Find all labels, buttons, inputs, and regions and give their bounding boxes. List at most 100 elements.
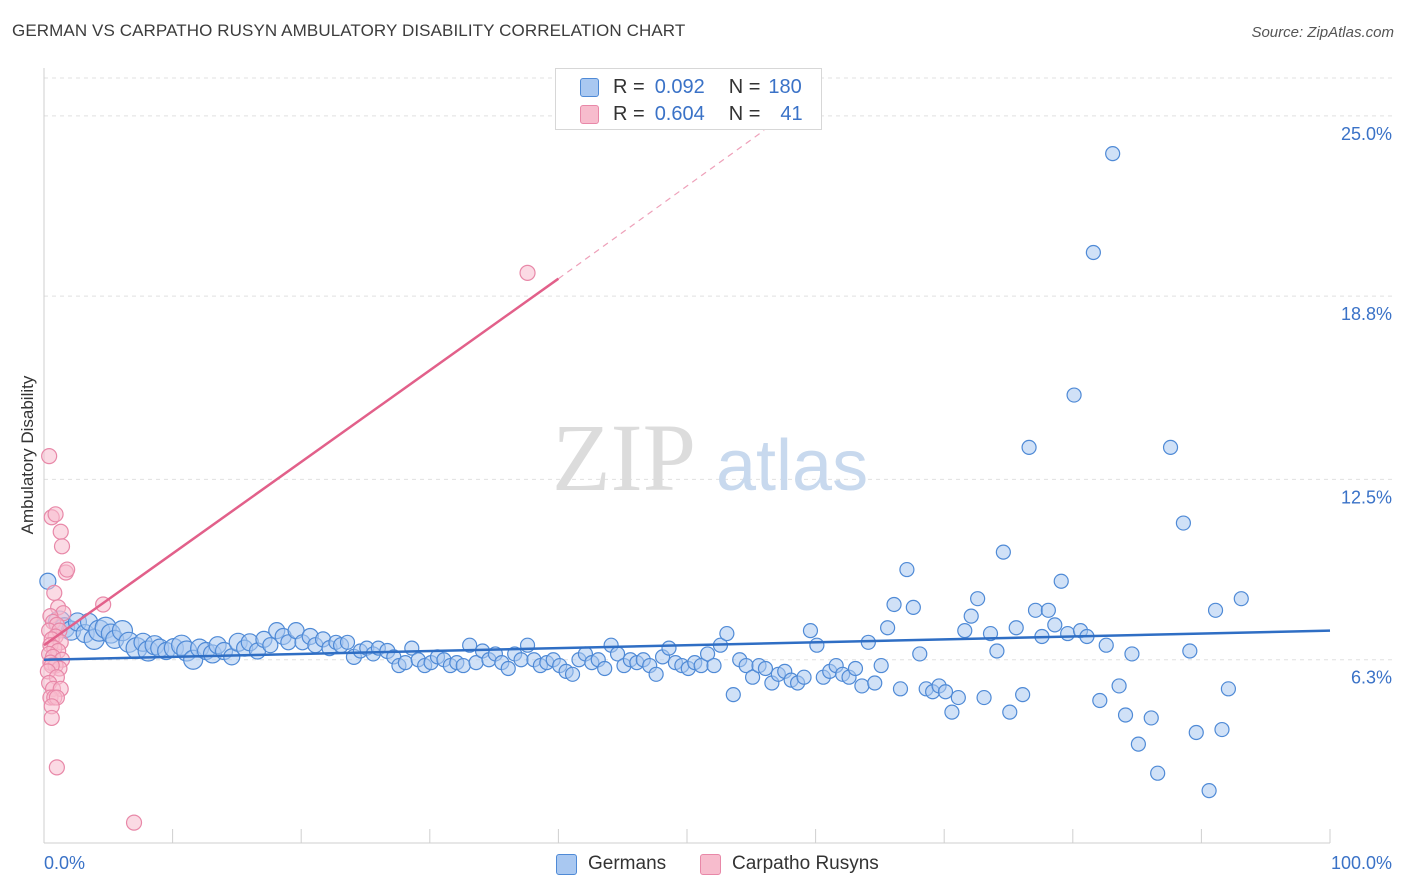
point-germans bbox=[1233, 591, 1249, 607]
point-germans bbox=[462, 637, 478, 653]
point-germans bbox=[1117, 707, 1134, 723]
source-label: Source: ZipAtlas.com bbox=[1251, 24, 1394, 41]
legend-row-carpatho-rusyns: R = 0.604 N = 41 bbox=[580, 102, 803, 126]
x-tick-label-max: 100.0% bbox=[1331, 853, 1392, 873]
gridlines bbox=[44, 77, 1392, 661]
point-germans bbox=[802, 623, 819, 639]
point-germans bbox=[1143, 710, 1159, 726]
point-germans bbox=[950, 689, 966, 706]
point-germans bbox=[1105, 146, 1121, 162]
watermark-zip: ZIP bbox=[552, 404, 696, 511]
legend-r-value: 0.604 bbox=[654, 102, 705, 125]
point-germans bbox=[1085, 244, 1101, 261]
point-germans bbox=[886, 596, 902, 613]
point-germans bbox=[995, 544, 1011, 560]
point-carpatho-rusyns bbox=[52, 523, 69, 540]
point-germans bbox=[1008, 620, 1024, 636]
chart-title: GERMAN VS CARPATHO RUSYN AMBULATORY DISA… bbox=[12, 21, 686, 40]
y-tick-label: 25.0% bbox=[1341, 124, 1392, 144]
legend-row-germans: R = 0.092 N = 180 bbox=[580, 75, 802, 99]
point-germans bbox=[937, 684, 954, 700]
legend-n-label: N = bbox=[728, 75, 761, 98]
point-germans bbox=[957, 623, 973, 639]
point-germans bbox=[648, 666, 664, 682]
y-tick-labels: 6.3% 12.5% 18.8% 25.0% bbox=[1341, 124, 1392, 688]
point-carpatho-rusyns bbox=[125, 814, 143, 831]
point-germans bbox=[796, 669, 812, 685]
point-germans bbox=[905, 599, 921, 615]
point-germans bbox=[1047, 617, 1063, 633]
point-germans bbox=[1027, 602, 1044, 618]
point-germans bbox=[513, 652, 529, 668]
point-germans bbox=[1098, 637, 1114, 653]
point-germans bbox=[1201, 783, 1217, 799]
trend-line-carpatho-rusyns bbox=[43, 277, 560, 647]
point-germans bbox=[867, 675, 883, 691]
y-tick-label: 18.8% bbox=[1341, 304, 1392, 324]
point-germans bbox=[1175, 515, 1191, 531]
point-germans bbox=[1053, 573, 1069, 589]
point-germans bbox=[706, 657, 722, 674]
point-germans bbox=[699, 646, 716, 662]
legend-swatch-germans bbox=[580, 77, 599, 97]
point-germans bbox=[1214, 721, 1230, 738]
point-germans bbox=[1188, 724, 1204, 741]
correlation-legend: R = 0.092 N = 180 R = 0.604 N = 41 bbox=[555, 68, 822, 130]
x-tick-labels: 0.0% 100.0% bbox=[44, 853, 1392, 873]
legend-swatch-carpatho-rusyns bbox=[580, 104, 599, 124]
point-germans bbox=[1130, 736, 1146, 752]
watermark: ZIP atlas bbox=[552, 404, 868, 511]
y-tick-label: 12.5% bbox=[1341, 487, 1392, 507]
legend-n-label: N = bbox=[728, 102, 761, 125]
bottom-legend-label-germans: Germans bbox=[588, 853, 667, 874]
point-germans bbox=[339, 634, 356, 650]
legend-r-label: R = bbox=[613, 75, 645, 98]
point-germans bbox=[597, 660, 613, 677]
point-germans bbox=[989, 643, 1005, 659]
legend-r-value: 0.092 bbox=[654, 75, 705, 98]
point-germans bbox=[455, 657, 471, 674]
point-germans bbox=[892, 681, 909, 697]
point-carpatho-rusyns bbox=[53, 538, 71, 555]
point-germans bbox=[719, 625, 735, 642]
bottom-swatch-germans bbox=[556, 853, 577, 875]
point-germans bbox=[1021, 439, 1037, 456]
point-germans bbox=[976, 689, 992, 706]
point-germans bbox=[847, 660, 864, 677]
point-germans bbox=[757, 660, 774, 677]
point-germans bbox=[912, 646, 928, 662]
point-germans bbox=[963, 608, 979, 624]
point-carpatho-rusyns bbox=[41, 448, 58, 465]
point-germans bbox=[661, 640, 677, 656]
point-germans bbox=[744, 669, 761, 685]
point-germans bbox=[262, 637, 279, 654]
point-carpatho-rusyns bbox=[47, 506, 64, 523]
bottom-swatch-carpatho-rusyns bbox=[700, 853, 721, 875]
point-germans bbox=[854, 678, 870, 694]
point-carpatho-rusyns bbox=[59, 561, 76, 578]
trend-line-germans bbox=[43, 629, 1331, 661]
bottom-legend-germans: Germans bbox=[556, 851, 666, 877]
point-germans bbox=[1182, 643, 1198, 659]
point-germans bbox=[1162, 439, 1179, 456]
trend-lines bbox=[43, 129, 1331, 661]
point-germans bbox=[1220, 681, 1237, 697]
point-germans bbox=[1002, 704, 1018, 720]
point-germans bbox=[1124, 646, 1140, 662]
point-carpatho-rusyns bbox=[519, 264, 536, 281]
legend-r-label: R = bbox=[613, 102, 645, 125]
legend-n-value: 41 bbox=[780, 102, 803, 125]
point-germans bbox=[873, 657, 889, 674]
point-germans bbox=[1015, 687, 1031, 703]
watermark-atlas: atlas bbox=[716, 426, 868, 506]
point-germans bbox=[899, 561, 915, 578]
point-germans bbox=[1111, 678, 1127, 694]
point-germans bbox=[970, 591, 986, 607]
point-germans bbox=[1092, 692, 1108, 709]
x-tick-label-min: 0.0% bbox=[44, 853, 85, 873]
point-germans bbox=[725, 687, 741, 703]
point-germans bbox=[880, 620, 896, 636]
point-germans bbox=[500, 660, 516, 677]
series-carpatho-rusyns bbox=[39, 264, 536, 831]
